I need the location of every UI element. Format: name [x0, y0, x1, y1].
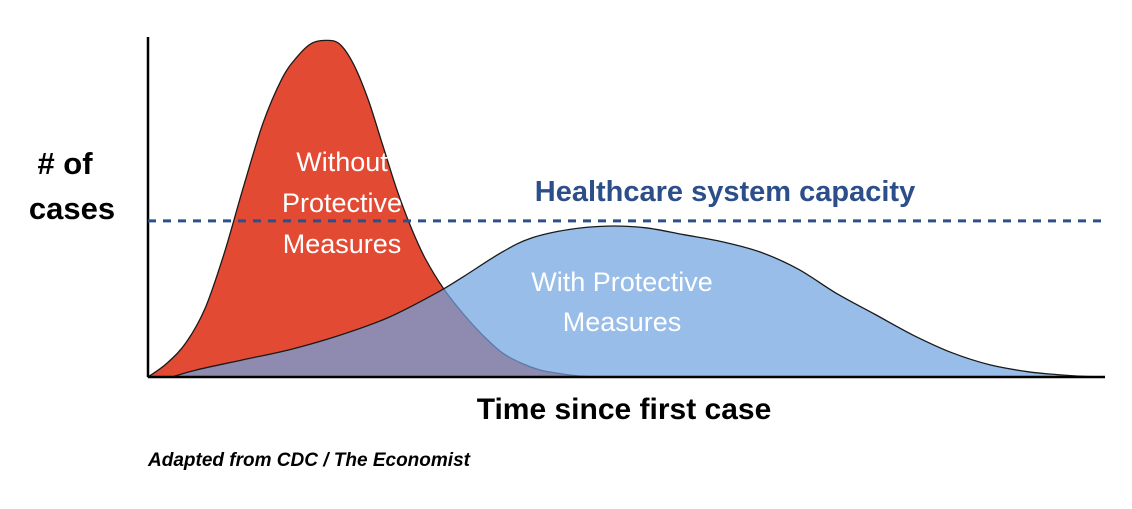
with-measures-curve	[171, 225, 1101, 378]
without-label-line-2: Protective	[282, 188, 402, 218]
y-axis-label-line-2: cases	[29, 191, 115, 226]
without-label-line-3: Measures	[283, 229, 402, 259]
y-axis-label-line-1: # of	[37, 146, 93, 181]
x-axis-label: Time since first case	[477, 393, 772, 426]
with-label-line-1: With Protective	[531, 267, 713, 297]
source-note: Adapted from CDC / The Economist	[147, 450, 471, 471]
with-label-line-2: Measures	[563, 307, 682, 337]
series-areas	[147, 39, 1101, 378]
capacity-label: Healthcare system capacity	[535, 176, 915, 208]
without-label-line-1: Without	[296, 147, 388, 177]
series-labels: Without Protective Measures With Protective…	[282, 147, 713, 337]
